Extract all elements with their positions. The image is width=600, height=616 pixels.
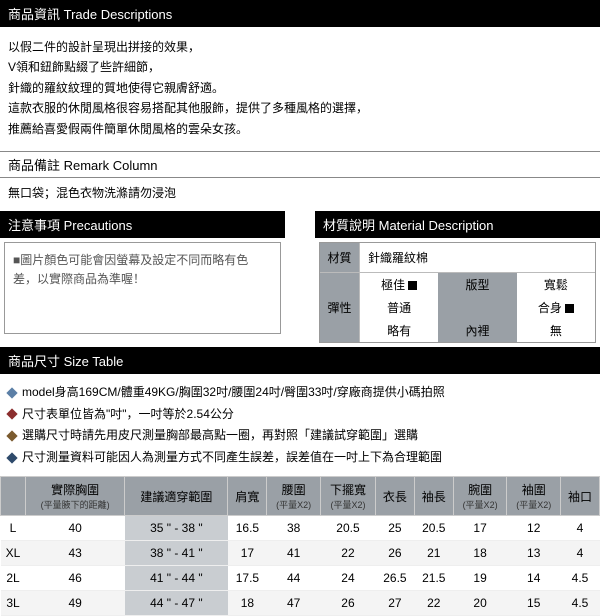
size-cell: 17.5 xyxy=(228,566,267,591)
size-cell: 19 xyxy=(453,566,507,591)
fit-label-cell xyxy=(438,296,516,319)
size-cell: 27 xyxy=(375,591,414,616)
precautions-body: ■圖片顏色可能會因螢幕及設定不同而略有色差，以實際商品為準喔！ xyxy=(5,243,280,333)
size-cell: 21 xyxy=(414,541,453,566)
lining-value: 無 xyxy=(517,319,595,342)
size-cell: 46 xyxy=(26,566,125,591)
material-label: 材質 xyxy=(320,243,360,272)
size-cell: 40 xyxy=(26,516,125,541)
trade-description-body: 以假二件的設計呈現出拼接的效果， V領和鈕飾點綴了些許細節， 針織的羅紋紋理的質… xyxy=(0,27,600,151)
elastic-label: 彈性 xyxy=(320,273,360,342)
material-box: 材質 針織羅紋棉 彈性 極佳 版型 寬鬆 普通 合身 略有 內裡 無 xyxy=(319,242,596,343)
size-cell: 26 xyxy=(375,541,414,566)
size-cell: 12 xyxy=(507,516,561,541)
precautions-header: 注意事項 Precautions xyxy=(0,211,285,238)
size-cell: 49 xyxy=(26,591,125,616)
size-cell: 38 xyxy=(267,516,321,541)
size-cell: 3L xyxy=(1,591,26,616)
size-col-header: 袖長 xyxy=(414,477,453,516)
trade-descriptions-header: 商品資訊 Trade Descriptions xyxy=(0,0,600,27)
size-cell: 24 xyxy=(321,566,376,591)
size-cell: 16.5 xyxy=(228,516,267,541)
table-row: 2L4641 " - 44 "17.5442426.521.519144.5 xyxy=(1,566,600,591)
size-cell: 21.5 xyxy=(414,566,453,591)
diamond-icon xyxy=(6,452,17,463)
trade-line: 針織的羅紋紋理的質地使得它親膚舒適。 xyxy=(8,78,592,98)
size-cell: 20.5 xyxy=(321,516,376,541)
remark-body: 無口袋；混色衣物洗滌請勿浸泡 xyxy=(0,178,600,211)
elastic-opt: 略有 xyxy=(360,319,438,342)
material-header: 材質說明 Material Description xyxy=(315,211,600,238)
size-table-header: 商品尺寸 Size Table xyxy=(0,347,600,374)
size-cell: 44 " - 47 " xyxy=(125,591,228,616)
size-table: 實際胸圍(平量腋下的距離)建議適穿範圍肩寬腰圍(平量X2)下擺寬(平量X2)衣長… xyxy=(0,476,600,616)
trade-line: 以假二件的設計呈現出拼接的效果， xyxy=(8,37,592,57)
size-col-header: 建議適穿範圍 xyxy=(125,477,228,516)
size-col-header: 實際胸圍(平量腋下的距離) xyxy=(26,477,125,516)
elastic-opt: 普通 xyxy=(360,296,438,319)
size-cell: 22 xyxy=(414,591,453,616)
remark-header: 商品備註 Remark Column xyxy=(0,151,600,178)
size-note: 尺寸測量資料可能因人為測量方式不同產生誤差，誤差值在一吋上下為合理範圍 xyxy=(22,450,442,464)
size-cell: 44 xyxy=(267,566,321,591)
fit-opt: 合身 xyxy=(517,296,595,319)
fit-opt: 寬鬆 xyxy=(517,273,595,296)
size-col-header: 肩寬 xyxy=(228,477,267,516)
size-col-header: 腰圍(平量X2) xyxy=(267,477,321,516)
size-notes: model身高169CM/體重49KG/胸圍32吋/腰圍24吋/臀圍33吋/穿廠… xyxy=(0,374,600,476)
size-cell: 2L xyxy=(1,566,26,591)
size-col-header xyxy=(1,477,26,516)
size-cell: XL xyxy=(1,541,26,566)
size-cell: 26 xyxy=(321,591,376,616)
square-icon xyxy=(408,281,417,290)
size-cell: 17 xyxy=(228,541,267,566)
size-note: model身高169CM/體重49KG/胸圍32吋/腰圍24吋/臀圍33吋/穿廠… xyxy=(22,385,445,399)
size-col-header: 袖口 xyxy=(561,477,600,516)
size-cell: 22 xyxy=(321,541,376,566)
size-note: 尺寸表單位皆為"吋"，一吋等於2.54公分 xyxy=(22,407,234,421)
size-cell: 18 xyxy=(228,591,267,616)
trade-line: V領和鈕飾點綴了些許細節， xyxy=(8,57,592,77)
size-cell: 14 xyxy=(507,566,561,591)
size-cell: 26.5 xyxy=(375,566,414,591)
size-note: 選購尺寸時請先用皮尺測量胸部最高點一圈，再對照「建議試穿範圍」選購 xyxy=(22,428,418,442)
size-cell: 43 xyxy=(26,541,125,566)
size-cell: 20 xyxy=(453,591,507,616)
diamond-icon xyxy=(6,387,17,398)
size-cell: 13 xyxy=(507,541,561,566)
size-cell: 20.5 xyxy=(414,516,453,541)
elastic-opt: 極佳 xyxy=(360,273,438,296)
size-col-header: 下擺寬(平量X2) xyxy=(321,477,376,516)
square-icon xyxy=(565,304,574,313)
size-cell: 15 xyxy=(507,591,561,616)
diamond-icon xyxy=(6,430,17,441)
size-cell: 17 xyxy=(453,516,507,541)
size-cell: 4 xyxy=(561,516,600,541)
diamond-icon xyxy=(6,409,17,420)
trade-line: 這款衣服的休閒風格很容易搭配其他服飾，提供了多種風格的選擇， xyxy=(8,98,592,118)
size-cell: 41 " - 44 " xyxy=(125,566,228,591)
size-cell: 35 " - 38 " xyxy=(125,516,228,541)
size-cell: 41 xyxy=(267,541,321,566)
size-cell: 18 xyxy=(453,541,507,566)
material-value: 針織羅紋棉 xyxy=(360,243,595,272)
lining-label: 內裡 xyxy=(438,319,516,342)
size-cell: 4 xyxy=(561,541,600,566)
size-cell: 38 " - 41 " xyxy=(125,541,228,566)
size-cell: 25 xyxy=(375,516,414,541)
size-col-header: 袖圍(平量X2) xyxy=(507,477,561,516)
fit-label: 版型 xyxy=(438,273,516,296)
table-row: XL4338 " - 41 "174122262118134 xyxy=(1,541,600,566)
table-row: 3L4944 " - 47 "184726272220154.5 xyxy=(1,591,600,616)
size-cell: 47 xyxy=(267,591,321,616)
table-row: L4035 " - 38 "16.53820.52520.517124 xyxy=(1,516,600,541)
size-cell: 4.5 xyxy=(561,591,600,616)
trade-line: 推薦給喜愛假兩件簡單休閒風格的雲朵女孩。 xyxy=(8,119,592,139)
size-col-header: 腕圍(平量X2) xyxy=(453,477,507,516)
size-cell: 4.5 xyxy=(561,566,600,591)
size-cell: L xyxy=(1,516,26,541)
size-col-header: 衣長 xyxy=(375,477,414,516)
